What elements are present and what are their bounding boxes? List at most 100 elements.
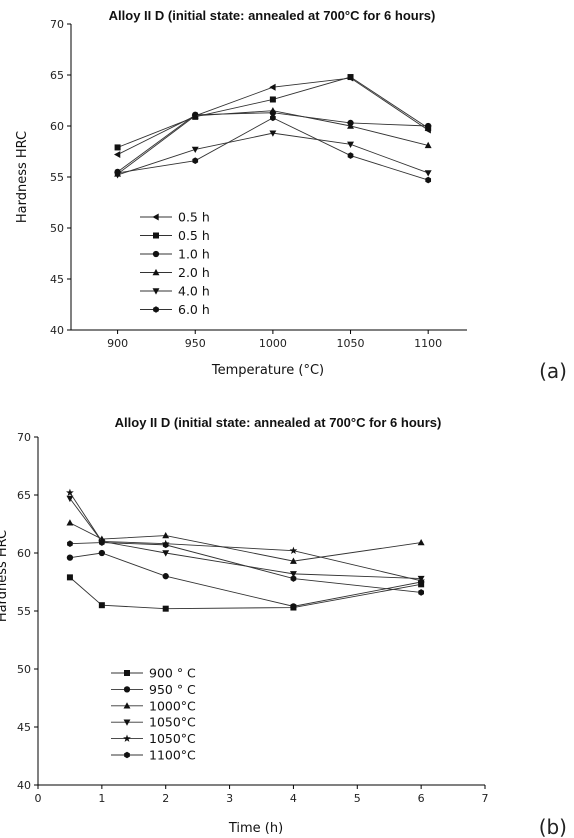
data-point (289, 557, 297, 564)
chart-b-y-label: Hardness HRC (0, 530, 10, 622)
data-point (425, 122, 432, 130)
y-tick-label: 60 (17, 547, 31, 560)
y-tick-label: 50 (50, 222, 64, 235)
data-point (66, 519, 74, 526)
legend-entry: 1100°C (111, 748, 196, 763)
legend-marker (123, 719, 131, 726)
y-tick-label: 70 (50, 18, 64, 31)
y-tick-label: 65 (17, 489, 31, 502)
legend-label: 1.0 h (178, 247, 210, 262)
legend-entry: 4.0 h (140, 284, 210, 299)
legend-label: 900 ° C (149, 666, 196, 681)
chart-a-y-label: Hardness HRC (15, 131, 30, 223)
legend-label: 950 ° C (149, 682, 196, 697)
legend-label: 6.0 h (178, 302, 210, 317)
x-tick-label: 3 (226, 792, 233, 805)
legend-marker (152, 288, 160, 295)
chart-a-x-ticks: 900 950 1000 1050 1100 (107, 330, 442, 350)
series-line (117, 117, 429, 181)
y-tick-label: 55 (50, 171, 64, 184)
y-tick-label: 45 (17, 721, 31, 734)
legend-entry: 6.0 h (140, 302, 210, 317)
data-point (269, 83, 276, 91)
series-3 (66, 519, 425, 564)
data-point (290, 603, 297, 610)
series-line (69, 577, 422, 610)
data-point (114, 144, 121, 151)
chart-b-title: Alloy II D (initial state: annealed at 7… (115, 415, 442, 430)
chart-a-title: Alloy II D (initial state: annealed at 7… (109, 8, 436, 23)
chart-b: Alloy II D (initial state: annealed at 7… (0, 415, 567, 838)
data-point (269, 130, 277, 137)
data-point (417, 576, 425, 585)
data-point (290, 575, 297, 582)
data-point (270, 114, 276, 122)
legend-marker (123, 734, 131, 742)
y-tick-label: 55 (17, 605, 31, 618)
legend-entry: 0.5 h (140, 210, 210, 225)
legend-marker (123, 702, 131, 709)
data-point (191, 112, 199, 119)
data-point (417, 538, 425, 546)
data-point (269, 96, 276, 103)
data-point (269, 107, 277, 114)
series-line (69, 492, 422, 582)
data-point (67, 540, 73, 548)
series-5 (114, 130, 432, 179)
data-point (98, 602, 105, 609)
legend-entry: 2.0 h (140, 265, 210, 280)
chart-a-legend: 0.5 h 0.5 h 1.0 h 2.0 h 4.0 h 6.0 h (140, 210, 210, 317)
legend-marker (152, 268, 160, 276)
x-tick-label: 1 (98, 792, 105, 805)
x-tick-label: 1100 (414, 337, 442, 350)
legend-label: 1100°C (149, 748, 196, 763)
legend-entry: 1050°C (111, 731, 196, 746)
chart-b-axes (37, 437, 485, 786)
legend-entry: 1050°C (111, 715, 196, 730)
data-point (191, 146, 199, 154)
data-point (66, 574, 73, 581)
data-point (162, 605, 169, 612)
data-point (418, 589, 424, 596)
legend-label: 0.5 h (178, 210, 210, 225)
data-point (98, 549, 106, 557)
y-tick-label: 65 (50, 69, 64, 82)
x-tick-label: 2 (162, 792, 169, 805)
x-tick-label: 1000 (259, 337, 287, 350)
legend-entry: 900 ° C (111, 666, 196, 681)
data-point (113, 151, 121, 159)
data-point (162, 532, 170, 539)
chart-a: Alloy II D (initial state: annealed at 7… (15, 8, 567, 383)
legend-entry: 0.5 h (140, 228, 210, 243)
legend-entry: 950 ° C (111, 682, 196, 697)
data-point (347, 141, 354, 148)
series-1 (66, 574, 425, 612)
x-tick-label: 5 (354, 792, 361, 805)
legend-entry: 1.0 h (140, 247, 210, 262)
series-2 (66, 549, 425, 610)
legend-entry: 1000°C (111, 698, 196, 713)
legend-marker (124, 751, 130, 759)
chart-b-series (66, 488, 425, 612)
legend-marker (124, 670, 130, 676)
data-point (66, 554, 74, 561)
chart-b-x-label: Time (h) (228, 821, 283, 836)
legend-label: 1050°C (149, 731, 196, 746)
series-6 (67, 539, 424, 596)
y-tick-label: 50 (17, 663, 31, 676)
series-line (117, 112, 429, 173)
x-tick-label: 1050 (337, 337, 365, 350)
chart-a-axes (70, 24, 467, 331)
y-tick-label: 45 (50, 273, 64, 286)
series-line (69, 552, 422, 607)
chart-b-x-ticks: 0 1 2 3 4 5 6 7 (35, 785, 489, 805)
legend-label: 4.0 h (178, 284, 210, 299)
y-tick-label: 60 (50, 120, 64, 133)
legend-marker (152, 213, 159, 221)
data-point (66, 495, 74, 503)
x-tick-label: 0 (35, 792, 42, 805)
data-point (347, 152, 354, 159)
legend-label: 2.0 h (178, 265, 210, 280)
data-point (425, 176, 432, 184)
